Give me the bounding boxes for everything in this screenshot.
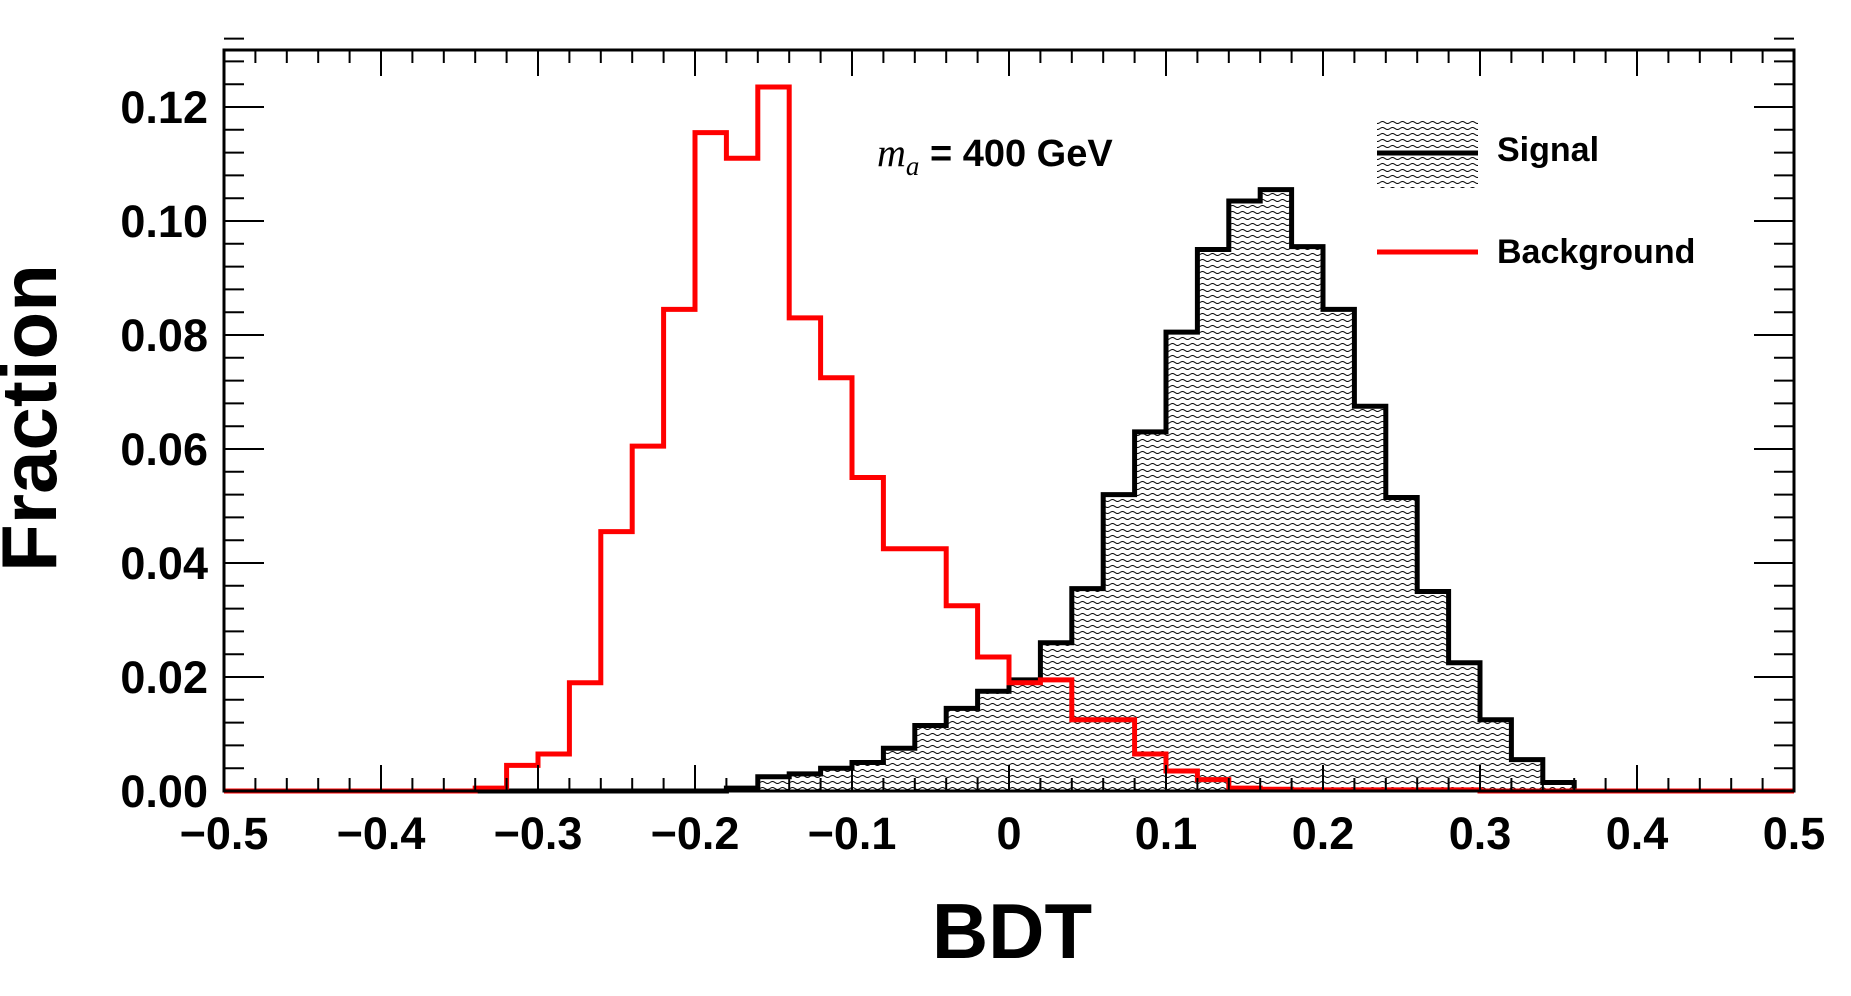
signal-bin-fill [852, 762, 884, 791]
signal-bin-fill [820, 768, 852, 791]
x-tick-label: 0.5 [1763, 808, 1826, 859]
mass-annotation: ma = 400 GeV [877, 130, 1113, 181]
legend-background-label: Background [1497, 233, 1695, 271]
mass-value: = 400 GeV [919, 133, 1113, 175]
signal-bin-fill [1166, 332, 1198, 791]
signal-bin-fill [1542, 782, 1575, 791]
signal-bin-fill [1291, 246, 1323, 791]
y-tick-label: 0.08 [120, 310, 208, 361]
signal-bin-fill [883, 748, 915, 791]
signal-bin-fill [977, 691, 1009, 791]
x-axis-ticks [223, 50, 1795, 791]
signal-bin-fill [1260, 189, 1292, 791]
signal-bin-fill [1448, 662, 1480, 791]
y-tick-label: 0.06 [120, 424, 208, 475]
x-tick-label: 0.3 [1449, 808, 1512, 859]
x-tick-label: −0.2 [651, 808, 740, 859]
signal-bin-fill [1354, 406, 1386, 791]
y-tick-label: 0.04 [120, 538, 208, 589]
y-tick-label: 0.12 [120, 82, 208, 133]
signal-bin-fill [1103, 494, 1135, 791]
y-tick-label: 0.00 [120, 766, 208, 817]
x-tick-label: 0.2 [1292, 808, 1355, 859]
y-tick-label: 0.10 [120, 196, 208, 247]
signal-bin-fill [914, 725, 947, 791]
x-tick-label: −0.1 [808, 808, 897, 859]
x-tick-label: −0.5 [180, 808, 269, 859]
mass-subscript: a [906, 151, 920, 181]
legend: Signal Background [1377, 118, 1695, 271]
x-axis-title: BDT [932, 887, 1092, 975]
y-axis-title: Fraction [0, 264, 73, 572]
signal-bin-fill [1009, 679, 1041, 791]
signal-bin-fill [1134, 431, 1166, 791]
signal-bin-fill [946, 708, 978, 791]
signal-bin-fill [789, 773, 821, 791]
mass-symbol: m [877, 130, 906, 175]
x-tick-label: 0.4 [1606, 808, 1669, 859]
signal-bin-fill [1040, 642, 1072, 791]
y-axis-tick-labels: 0.00 0.02 0.04 0.06 0.08 0.10 0.12 [120, 82, 208, 817]
y-tick-label: 0.02 [120, 652, 208, 703]
signal-bin-fill [1071, 588, 1104, 791]
signal-bin-fill [1417, 591, 1449, 791]
signal-bin-fill [1385, 497, 1418, 791]
signal-bin-fill [757, 776, 790, 791]
x-tick-label: −0.3 [494, 808, 583, 859]
x-axis-tick-labels: −0.5 −0.4 −0.3 −0.2 −0.1 0 0.1 0.2 0.3 0.4 0.5 [180, 808, 1826, 859]
legend-signal-label: Signal [1497, 131, 1599, 169]
x-tick-label: −0.4 [337, 808, 426, 859]
signal-series [224, 187, 1794, 794]
signal-bin-fill [1228, 201, 1261, 792]
signal-bin-fill [1323, 309, 1355, 791]
signal-bin-fill [1480, 719, 1512, 791]
signal-bin-fill [1197, 249, 1229, 791]
signal-bin-fill [1511, 759, 1543, 791]
y-axis-ticks [224, 37, 1794, 792]
x-tick-label: 0 [996, 808, 1021, 859]
x-tick-label: 0.1 [1135, 808, 1198, 859]
